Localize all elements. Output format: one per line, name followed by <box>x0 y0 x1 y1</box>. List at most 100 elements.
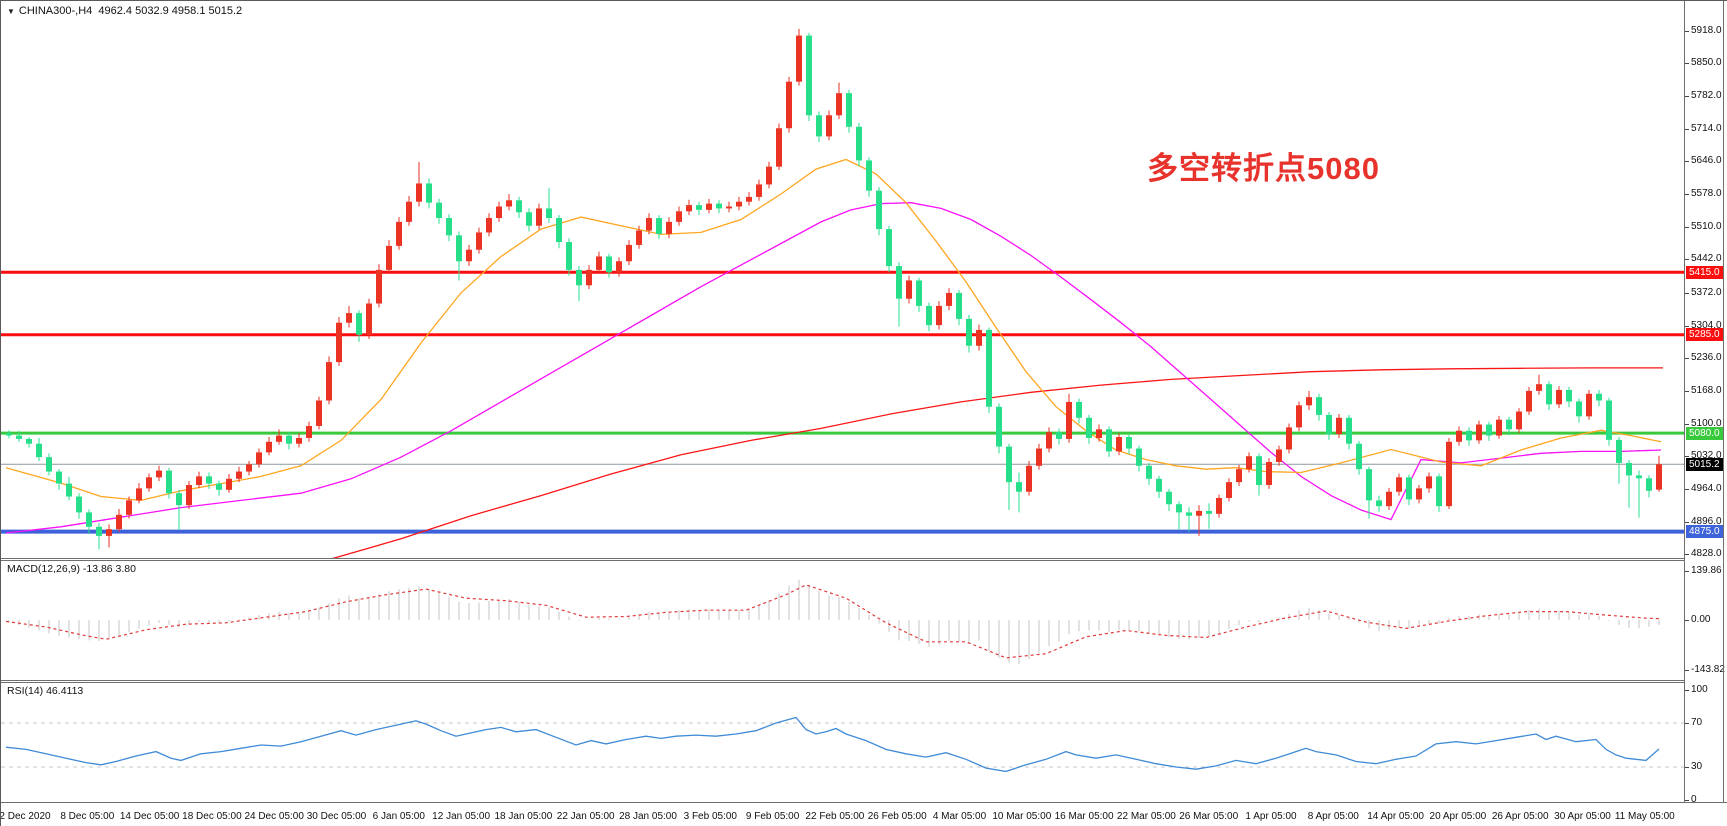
candle-body <box>1596 393 1602 401</box>
candle-body <box>1576 401 1582 417</box>
candle-body <box>496 206 502 219</box>
price-level-tag: 5080.0 <box>1686 426 1723 440</box>
candle-body <box>976 329 982 346</box>
candle-body <box>1056 432 1062 439</box>
pane-separator[interactable] <box>1 680 1685 681</box>
axis-tick-mark <box>1685 570 1689 572</box>
candle-body <box>896 266 902 299</box>
macd-pane[interactable] <box>1 560 1685 680</box>
time-axis-label: 30 Apr 05:00 <box>1554 811 1611 822</box>
candle-body <box>1086 417 1092 438</box>
candle-body <box>1116 436 1122 452</box>
candle-body <box>186 485 192 506</box>
candle-body <box>196 476 202 486</box>
axis-tick-label: 4828.0 <box>1691 548 1722 560</box>
candle-body <box>526 212 532 226</box>
time-axis[interactable]: 2 Dec 2020 8 Dec 05:00 14 Dec 05:00 18 Dec … <box>1 802 1727 826</box>
candle-body <box>1216 497 1222 514</box>
candle-body <box>1516 411 1522 430</box>
axis-tick-mark <box>1685 390 1689 392</box>
axis-tick-mark <box>1685 723 1689 724</box>
candle-body <box>746 196 752 202</box>
symbol-dropdown-icon[interactable]: ▼ <box>7 7 15 16</box>
candle-body <box>906 280 912 299</box>
pane-separator[interactable] <box>1 558 1685 559</box>
axis-tick-label: 0 <box>1691 794 1697 805</box>
candle-body <box>1236 469 1242 483</box>
candle-body <box>426 183 432 203</box>
candle-body <box>1476 424 1482 441</box>
candle-body <box>1616 439 1622 463</box>
candle-body <box>126 500 132 515</box>
axis-tick-label: 4896.0 <box>1691 515 1722 527</box>
rsi-line <box>5 716 1660 773</box>
chart-title-ohlc: 4962.4 5032.9 4958.1 5015.2 <box>98 5 243 17</box>
price-level-tag: 5415.0 <box>1686 265 1723 279</box>
candle-body <box>1486 424 1492 436</box>
macd-label: MACD(12,26,9) -13.86 3.80 <box>7 563 136 575</box>
candle-body <box>406 201 412 222</box>
candle-body <box>1336 417 1342 435</box>
chart-title-symbol: CHINA300-,H4 <box>18 5 93 17</box>
candle-body <box>466 249 472 262</box>
candle-body <box>26 438 32 444</box>
time-axis-label: 22 Mar 05:00 <box>1116 811 1176 822</box>
candle-body <box>656 218 662 234</box>
rsi-pane[interactable] <box>1 682 1685 802</box>
rsi-chart[interactable] <box>1 682 1685 802</box>
candle-body <box>886 229 892 267</box>
candle-body <box>1096 429 1102 438</box>
time-axis-label: 18 Dec 05:00 <box>182 811 242 822</box>
candlestick-chart[interactable] <box>1 1 1685 558</box>
candle-body <box>1506 419 1512 430</box>
price-axis[interactable]: 5918.0 5850.0 5782.0 5714.0 5646.0 5578.0 5510… <box>1685 1 1727 826</box>
candle-body <box>1566 389 1572 402</box>
axis-tick-label: 5372.0 <box>1691 286 1722 298</box>
candle-body <box>856 126 862 161</box>
candle-body <box>946 292 952 306</box>
axis-tick-mark <box>1685 767 1689 768</box>
time-axis-label: 1 Apr 05:00 <box>1245 811 1297 822</box>
axis-tick-label: 139.86 <box>1691 564 1722 576</box>
candle-body <box>356 313 362 335</box>
candle-body <box>1586 393 1592 417</box>
right-edge-line <box>1723 1 1724 826</box>
candle-body <box>1126 436 1132 449</box>
candle-body <box>986 329 992 407</box>
candle-body <box>686 205 692 212</box>
candle-body <box>736 201 742 207</box>
time-axis-label: 9 Feb 05:00 <box>745 811 800 822</box>
candle-body <box>246 464 252 472</box>
candle-body <box>786 81 792 129</box>
candle-body <box>936 305 942 326</box>
candle-body <box>1076 401 1082 418</box>
candle-body <box>666 221 672 234</box>
candle-body <box>266 441 272 453</box>
candle-body <box>646 218 652 231</box>
moving-average-red <box>332 367 1663 558</box>
time-axis-label: 16 Mar 05:00 <box>1054 811 1114 822</box>
candle-body <box>86 512 92 527</box>
price-level-tag: 5015.2 <box>1686 457 1723 471</box>
price-pane[interactable] <box>1 1 1685 558</box>
candle-body <box>696 205 702 210</box>
candle-body <box>446 218 452 236</box>
chart-title: ▼ CHINA300-,H4 4962.4 5032.9 4958.1 5015.… <box>7 5 242 17</box>
candle-body <box>796 35 802 82</box>
candle-body <box>1286 427 1292 450</box>
candle-body <box>816 115 822 137</box>
axis-tick-mark <box>1685 325 1689 327</box>
candle-body <box>1556 389 1562 405</box>
macd-chart[interactable] <box>1 560 1685 680</box>
candle-body <box>1536 384 1542 391</box>
time-axis-label: 26 Feb 05:00 <box>867 811 927 822</box>
axis-tick-label: 5850.0 <box>1691 57 1722 69</box>
time-axis-label: 28 Jan 05:00 <box>619 811 677 822</box>
axis-tick-mark <box>1685 63 1689 65</box>
axis-tick-label: 5578.0 <box>1691 188 1722 200</box>
time-axis-label: 12 Jan 05:00 <box>432 811 491 822</box>
candle-body <box>296 437 302 444</box>
axis-tick-mark <box>1685 800 1689 801</box>
price-annotation-text: 多空转折点5080 <box>1147 151 1380 186</box>
candle-body <box>1206 510 1212 514</box>
